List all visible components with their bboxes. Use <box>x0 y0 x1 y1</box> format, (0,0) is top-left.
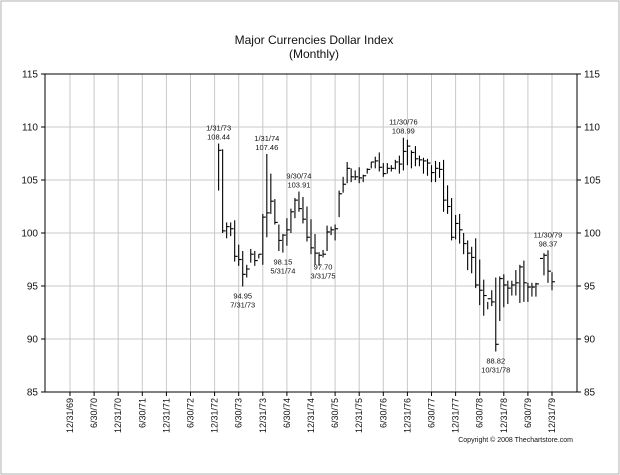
annotation-label: 103.91 <box>287 181 310 190</box>
x-tick-label: 12/31/76 <box>402 398 412 433</box>
axis-layer: 85 85 90 90 95 95 100 100 105 105 110 110 115 115 12/3… <box>21 70 601 434</box>
annotation-label: 1/31/73 <box>206 124 231 133</box>
x-tick-label: 12/31/74 <box>306 398 316 433</box>
annotation-label: 11/30/79 <box>534 230 563 239</box>
x-tick-label: 12/31/73 <box>258 398 268 433</box>
y-tick-label-right: 105 <box>584 176 601 187</box>
x-tick-label: 6/30/73 <box>234 398 244 428</box>
y-tick-label-left: 110 <box>22 123 38 134</box>
x-tick-label: 6/30/74 <box>282 398 292 428</box>
x-tick-label: 6/30/70 <box>89 398 99 428</box>
chart-subtitle: (Monthly) <box>289 47 339 61</box>
annotation-label: 7/31/73 <box>230 301 255 310</box>
annotation-label: 107.46 <box>255 143 278 152</box>
annotation-label: 97.70 <box>314 262 333 271</box>
annotation-label: 88.82 <box>486 357 505 366</box>
annotation-label: 5/31/74 <box>270 267 295 276</box>
y-tick-label-left: 95 <box>27 282 39 293</box>
x-tick-label: 12/31/72 <box>210 398 220 433</box>
x-tick-label: 12/31/69 <box>65 398 75 433</box>
y-tick-label-left: 105 <box>21 176 38 187</box>
grid-layer <box>45 74 577 392</box>
y-tick-label-right: 100 <box>584 229 601 240</box>
x-tick-label: 6/30/78 <box>475 398 485 428</box>
annotation-label: 1/31/74 <box>254 134 279 143</box>
x-tick-label: 6/30/72 <box>186 398 196 428</box>
y-tick-label-right: 90 <box>584 335 596 346</box>
price-bars <box>218 137 555 352</box>
y-tick-label-right: 115 <box>584 70 600 81</box>
y-tick-label-left: 90 <box>27 335 39 346</box>
annotation-label: 9/30/74 <box>286 172 311 181</box>
x-tick-label: 6/30/77 <box>427 398 437 428</box>
y-tick-label-left: 115 <box>22 70 38 81</box>
x-tick-label: 12/31/71 <box>161 398 171 433</box>
x-tick-label: 6/30/75 <box>330 398 340 428</box>
y-tick-label-left: 100 <box>21 229 38 240</box>
y-tick-label-right: 85 <box>584 388 596 399</box>
x-tick-label: 12/31/78 <box>499 398 509 433</box>
copyright-text: Copyright © 2008 Thechartstore.com <box>458 436 573 444</box>
annotation-label: 3/31/75 <box>311 271 336 280</box>
x-tick-label: 12/31/70 <box>113 398 123 433</box>
annotation-label: 10/31/78 <box>481 366 510 375</box>
annotation-label: 11/30/76 <box>389 118 418 127</box>
annotation-label: 98.37 <box>539 239 558 248</box>
annotation-label: 98.15 <box>273 258 292 267</box>
annotation-label: 108.44 <box>207 133 230 142</box>
y-tick-label-left: 85 <box>27 388 39 399</box>
x-tick-label: 6/30/71 <box>137 398 147 428</box>
y-tick-label-right: 110 <box>584 123 600 134</box>
x-tick-label: 6/30/79 <box>523 398 533 428</box>
x-tick-label: 12/31/77 <box>451 398 461 433</box>
annotation-label: 108.99 <box>392 127 415 136</box>
annotation-label: 94.95 <box>233 292 252 301</box>
x-tick-label: 12/31/75 <box>354 398 364 433</box>
x-tick-label: 12/31/79 <box>547 398 557 433</box>
x-tick-label: 6/30/76 <box>378 398 388 428</box>
y-tick-label-right: 95 <box>584 282 596 293</box>
chart-title: Major Currencies Dollar Index <box>235 33 394 47</box>
